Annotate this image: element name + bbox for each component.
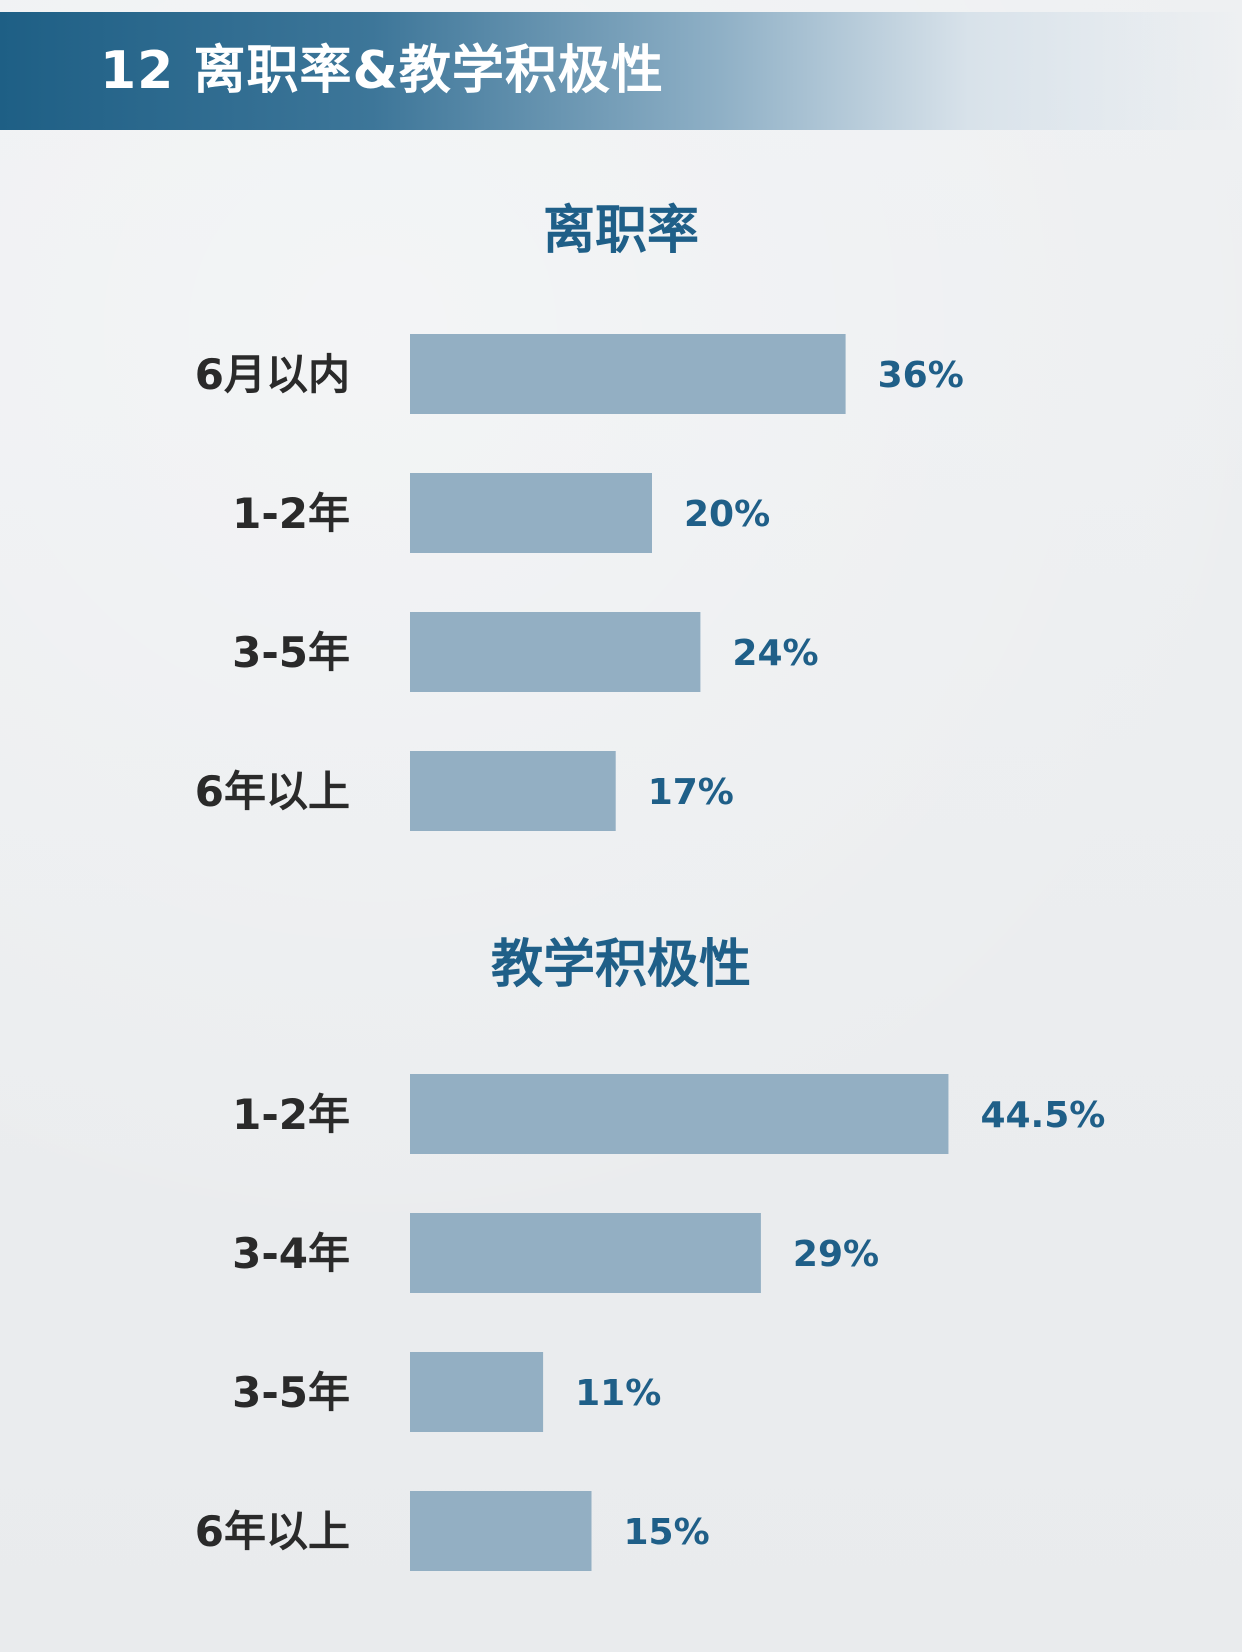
teaching-enthusiasm-chart: 1-2年 44.5% 3-4年 29% 3-5年 11% 6年以上 15% xyxy=(195,1074,1105,1571)
value-label: 36% xyxy=(878,355,964,396)
category-label: 1-2年 xyxy=(232,489,350,538)
bar xyxy=(410,1213,761,1293)
bar xyxy=(410,334,846,414)
bar xyxy=(410,1491,592,1571)
category-label: 6年以上 xyxy=(195,1507,350,1556)
chart-1-title: 离职率 xyxy=(542,201,699,261)
category-label: 1-2年 xyxy=(232,1090,350,1139)
value-label: 29% xyxy=(793,1234,879,1275)
category-label: 6月以内 xyxy=(195,350,350,399)
chart-2-title: 教学积极性 xyxy=(490,935,751,995)
value-label: 11% xyxy=(575,1373,661,1414)
turnover-rate-chart: 6月以内 36% 1-2年 20% 3-5年 24% 6年以上 17% xyxy=(195,334,964,831)
page-title: 12 离职率&教学积极性 xyxy=(100,41,664,101)
value-label: 20% xyxy=(684,494,770,535)
category-label: 3-5年 xyxy=(232,1368,350,1417)
bar xyxy=(410,1074,949,1154)
header-band xyxy=(0,12,1242,130)
category-label: 6年以上 xyxy=(195,767,350,816)
value-label: 44.5% xyxy=(980,1095,1105,1136)
bar xyxy=(410,1352,544,1432)
category-label: 3-4年 xyxy=(232,1229,350,1278)
category-label: 3-5年 xyxy=(232,628,350,677)
value-label: 17% xyxy=(648,772,734,813)
bar xyxy=(410,473,652,553)
bar xyxy=(410,612,701,692)
value-label: 24% xyxy=(732,633,818,674)
value-label: 15% xyxy=(624,1512,710,1553)
bar xyxy=(410,751,616,831)
